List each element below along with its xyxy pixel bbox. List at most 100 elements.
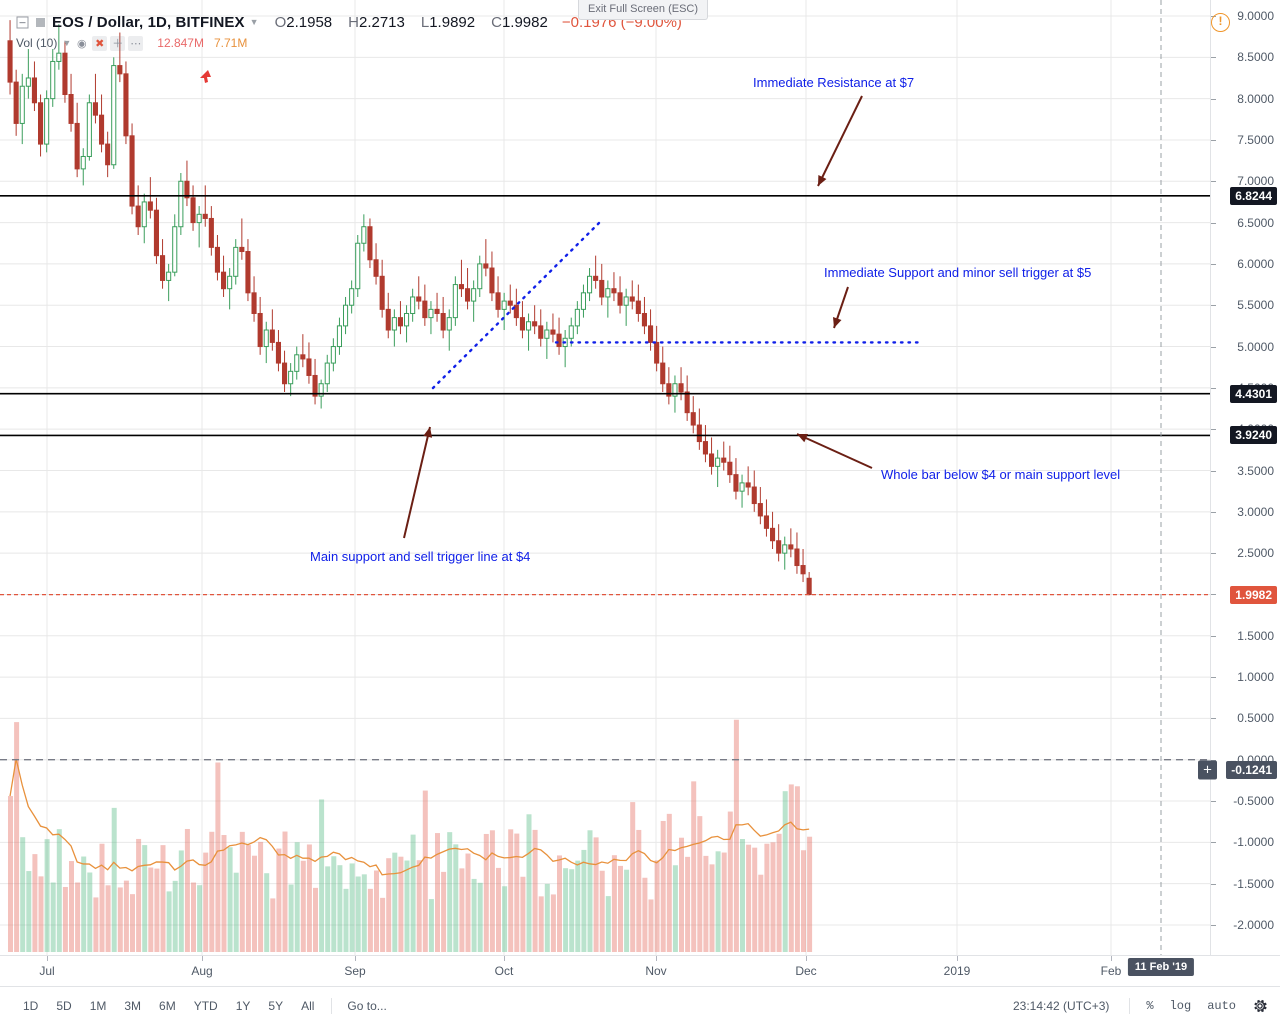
log-scale-button[interactable]: log <box>1169 999 1192 1013</box>
date-axis-tick <box>957 956 958 961</box>
price-axis-badge[interactable]: 1.9982 <box>1230 585 1277 604</box>
price-axis-label: 8.0000 <box>1237 91 1274 106</box>
price-axis-label: 3.5000 <box>1237 463 1274 478</box>
toolbar-right: 23:14:42 (UTC+3) % log auto <box>1013 987 1268 1025</box>
price-axis-tick <box>1211 511 1216 513</box>
price-axis-tick <box>1211 222 1216 224</box>
price-axis-label: -0.5000 <box>1233 794 1274 809</box>
date-axis-tick <box>355 956 356 961</box>
range-6m[interactable]: 6M <box>159 999 176 1013</box>
date-axis-tick <box>47 956 48 961</box>
annotation-main-support-4[interactable]: Main support and sell trigger line at $4 <box>310 549 531 564</box>
price-axis-tick <box>1211 470 1216 472</box>
price-axis-tick <box>1211 98 1216 100</box>
annotation-resistance-7[interactable]: Immediate Resistance at $7 <box>753 75 915 90</box>
date-axis-label: Nov <box>645 964 667 978</box>
gear-icon[interactable] <box>1252 998 1268 1014</box>
date-axis-tick <box>202 956 203 961</box>
date-axis-tick <box>656 956 657 961</box>
price-axis-label: 6.0000 <box>1237 256 1274 271</box>
arrow-support-5 <box>833 286 849 329</box>
price-axis-label: 9.0000 <box>1237 9 1274 23</box>
price-axis-tick <box>1211 181 1216 183</box>
arrow-whole-bar <box>796 433 873 469</box>
price-axis-tick <box>1211 346 1216 348</box>
price-axis-label: 2.5000 <box>1237 546 1274 561</box>
auto-scale-button[interactable]: auto <box>1207 999 1236 1013</box>
price-axis-tick <box>1211 677 1216 679</box>
go-to-button[interactable]: Go to... <box>347 999 387 1013</box>
price-axis[interactable]: 9.0000 8.5000 8.0000 7.5000 7.0000 6.5000 6.00… <box>1198 0 1280 955</box>
volume-series <box>8 719 813 952</box>
price-axis-badge[interactable]: 4.4301 <box>1230 384 1277 403</box>
price-axis-tick <box>1211 553 1216 555</box>
price-axis-tick <box>1211 842 1216 844</box>
date-axis-badge[interactable]: 11 Feb '19 <box>1127 958 1195 976</box>
range-ytd[interactable]: YTD <box>193 999 218 1013</box>
chart-canvas[interactable] <box>0 0 1210 955</box>
price-axis-tick <box>1211 387 1216 389</box>
range-all[interactable]: All <box>301 999 315 1013</box>
price-axis-label: -1.0000 <box>1233 835 1274 850</box>
drawing-cursor-icon <box>200 70 211 83</box>
range-selector[interactable]: 1D 5D 1M 3M 6M YTD 1Y 5Y All Go to... <box>14 987 394 1025</box>
rising-trendline <box>431 220 602 390</box>
date-axis-label: Sep <box>344 964 366 978</box>
range-3m[interactable]: 3M <box>124 999 142 1013</box>
price-axis-tick <box>1211 594 1216 596</box>
date-axis-label: Dec <box>795 964 817 978</box>
price-axis-label: 3.0000 <box>1237 504 1274 519</box>
annotation-whole-bar-below-4[interactable]: Whole bar below $4 or main support level <box>881 467 1121 482</box>
range-5y[interactable]: 5Y <box>268 999 284 1013</box>
crosshair-plus-icon[interactable]: + <box>1198 760 1217 780</box>
price-axis-label: 5.0000 <box>1237 339 1274 354</box>
price-axis-tick <box>1211 718 1216 720</box>
candlestick-series <box>7 20 812 596</box>
clock-label[interactable]: 23:14:42 (UTC+3) <box>1012 999 1110 1013</box>
range-5d[interactable]: 5D <box>56 999 72 1013</box>
price-axis-label: 8.5000 <box>1237 50 1274 65</box>
price-axis-label: 1.5000 <box>1237 628 1274 643</box>
chart-plot-area[interactable] <box>0 0 1210 955</box>
volume-ma-line <box>9 758 810 876</box>
price-axis-badge[interactable]: -0.1241 <box>1226 760 1277 779</box>
price-axis-tick <box>1211 925 1216 926</box>
date-axis[interactable]: Jul Aug Sep Oct Nov Dec 2019 Feb 11 Feb '19 <box>0 955 1280 986</box>
range-1y[interactable]: 1Y <box>235 999 251 1013</box>
date-axis-label: Aug <box>191 964 213 978</box>
bottom-toolbar: 1D 5D 1M 3M 6M YTD 1Y 5Y All Go to... 23:14:42 (U… <box>0 986 1280 1024</box>
price-axis-tick <box>1211 57 1216 59</box>
date-axis-label: 2019 <box>943 964 971 978</box>
price-axis-tick <box>1211 305 1216 307</box>
alert-circle-icon[interactable]: ! <box>1211 13 1230 32</box>
price-axis-tick <box>1211 635 1216 637</box>
date-axis-label: Oct <box>494 964 514 978</box>
exit-fullscreen-tooltip: Exit Full Screen (ESC) <box>578 0 709 20</box>
annotation-support-5[interactable]: Immediate Support and minor sell trigger… <box>824 265 1092 280</box>
price-axis-badge[interactable]: 6.8244 <box>1230 186 1277 205</box>
date-axis-tick <box>504 956 505 961</box>
arrow-resistance <box>817 95 863 187</box>
price-axis-tick <box>1211 759 1216 761</box>
price-axis-label: -1.5000 <box>1233 876 1274 891</box>
date-axis-tick <box>806 956 807 961</box>
price-axis-label: 5.5000 <box>1237 298 1274 313</box>
price-axis-label: 6.5000 <box>1237 215 1274 230</box>
range-1m[interactable]: 1M <box>89 999 107 1013</box>
price-axis-tick <box>1211 263 1216 265</box>
price-axis-tick <box>1211 139 1216 141</box>
price-axis-label: -2.0000 <box>1233 918 1274 932</box>
date-axis-label: Jul <box>39 964 55 978</box>
date-axis-label: Feb <box>1100 964 1122 978</box>
price-axis-label: 7.0000 <box>1237 174 1274 189</box>
date-axis-tick <box>1111 956 1112 961</box>
toolbar-divider <box>331 998 333 1014</box>
price-axis-tick <box>1211 801 1216 803</box>
price-axis-label: 0.5000 <box>1237 711 1274 726</box>
percent-scale-button[interactable]: % <box>1146 999 1154 1013</box>
price-axis-badge[interactable]: 3.9240 <box>1230 426 1277 445</box>
range-1d[interactable]: 1D <box>23 999 39 1013</box>
arrow-main-support <box>403 426 433 539</box>
price-axis-label: 7.5000 <box>1237 132 1274 147</box>
